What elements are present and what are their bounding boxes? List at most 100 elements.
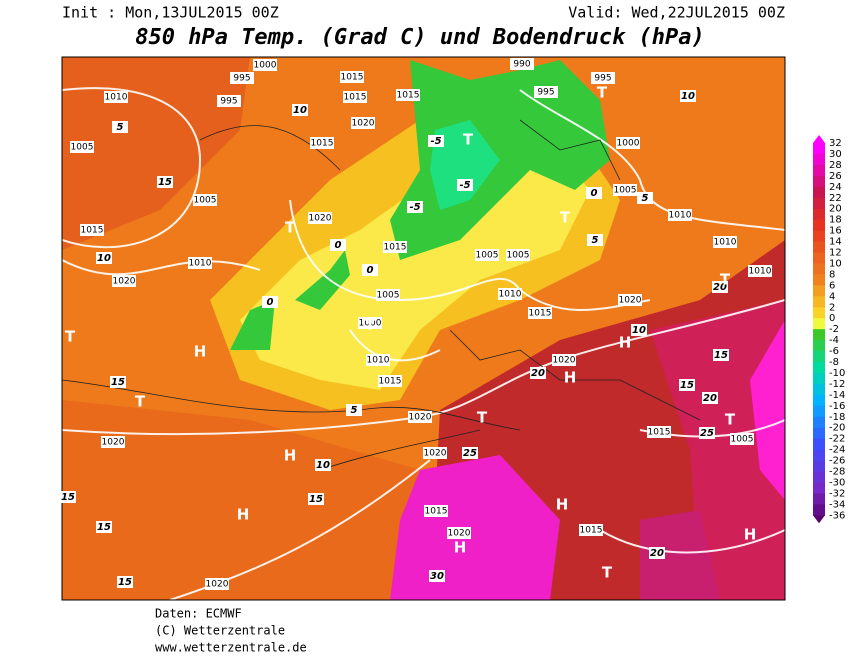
colorbar-label: -36	[829, 510, 845, 521]
colorbar-label: -4	[829, 335, 839, 346]
init-time: Init : Mon,13JUL2015 00Z	[62, 4, 279, 22]
colorbar-label: -16	[829, 401, 845, 412]
colorbar-label: 12	[829, 248, 842, 259]
colorbar-label: 2	[829, 302, 835, 313]
pressure-center: H	[556, 496, 569, 514]
colorbar-band	[813, 143, 825, 155]
temp-label: 20	[713, 282, 727, 293]
pressure-label-box	[613, 184, 637, 196]
colorbar-label: -10	[829, 368, 845, 379]
colorbar-label: -32	[829, 488, 845, 499]
pressure-label: 1015	[648, 428, 671, 438]
colorbar-band	[813, 427, 825, 440]
colorbar-label: -34	[829, 499, 845, 510]
pressure-label-box	[310, 137, 334, 149]
data-source: Daten: ECMWF	[155, 607, 242, 621]
temp-label-box	[530, 367, 546, 379]
temp-label: 30	[430, 571, 444, 582]
colorbar-band	[813, 372, 825, 385]
colorbar-label: 0	[829, 313, 835, 324]
pressure-label-box	[591, 72, 615, 84]
pressure-label: 1005	[731, 435, 754, 445]
temp-label: 25	[700, 428, 714, 439]
temp-label-box	[262, 296, 278, 308]
colorbar-label: -6	[829, 346, 839, 357]
temp-label: 5	[117, 122, 124, 133]
pressure-label: 1015	[397, 91, 420, 101]
pressure-label: 1010	[367, 356, 390, 366]
pressure-label: 1010	[189, 259, 212, 269]
pressure-label: 1015	[379, 377, 402, 387]
temp-label: 15	[680, 380, 694, 391]
colorbar-band	[813, 241, 825, 253]
temp-label-box	[157, 176, 173, 188]
colorbar-band	[813, 383, 825, 396]
temp-label-box	[428, 135, 444, 147]
colorbar-label: 30	[829, 149, 842, 160]
colorbar-band	[813, 318, 825, 330]
pressure-label: 1010	[499, 290, 522, 300]
temp-label: 15	[714, 350, 728, 361]
colorbar-band	[813, 296, 825, 308]
map-field	[62, 57, 785, 600]
pressure-label-box	[510, 58, 534, 70]
pressure-label: 1015	[580, 526, 603, 536]
pressure-label-box	[230, 72, 254, 84]
colorbar-label: -22	[829, 434, 845, 445]
pressure-label-box	[534, 86, 558, 98]
colorbar-band	[813, 471, 825, 483]
pressure-label-box	[217, 95, 241, 107]
pressure-label-box	[423, 447, 447, 459]
pressure-label-box	[408, 411, 432, 423]
colorbar-band	[813, 416, 825, 429]
colorbar-label: 16	[829, 226, 842, 237]
pressure-label-box	[424, 505, 448, 517]
pressure-label: 1000	[617, 139, 640, 149]
pressure-label-box	[447, 527, 471, 539]
temp-label: 20	[650, 548, 664, 559]
pressure-center: T	[463, 131, 474, 149]
temp-label-box	[712, 281, 728, 293]
pressure-label-box	[376, 289, 400, 301]
pressure-center: T	[597, 84, 608, 102]
colorbar-band	[813, 493, 825, 505]
valid-time: Valid: Wed,22JUL2015 00Z	[568, 4, 785, 22]
temp-label: 20	[531, 368, 545, 379]
colorbar-band	[813, 208, 825, 221]
pressure-label: 1010	[714, 238, 737, 248]
pressure-label: 1000	[254, 61, 277, 71]
pressure-label: 1020	[206, 580, 229, 590]
pressure-label-box	[668, 209, 692, 221]
map-title: 850 hPa Temp. (Grad C) und Bodendruck (h…	[135, 25, 705, 50]
pressure-label: 1005	[476, 251, 499, 261]
colorbar-label: 26	[829, 171, 842, 182]
colorbar-label: -12	[829, 379, 845, 390]
temp-label-box	[96, 252, 112, 264]
temp-label-box	[112, 121, 128, 133]
temp-label-box	[699, 427, 715, 439]
colorbar-label: 10	[829, 258, 842, 269]
pressure-label-box	[748, 265, 772, 277]
colorbar-cap	[813, 135, 825, 143]
colorbar-label: 24	[829, 182, 842, 193]
pressure-label: 1005	[71, 143, 94, 153]
temp-label-box	[679, 379, 695, 391]
temp-label-box	[346, 404, 362, 416]
colorbar-label: 8	[829, 269, 835, 280]
pressure-label: 1020	[352, 119, 375, 129]
pressure-label-box	[713, 236, 737, 248]
pressure-center: T	[602, 564, 613, 582]
pressure-label-box	[205, 578, 229, 590]
temp-label: 0	[591, 188, 598, 199]
temp-label: 15	[61, 492, 75, 503]
pressure-label-box	[308, 212, 332, 224]
temp-label-box	[631, 324, 647, 336]
pressure-label: 1005	[614, 186, 637, 196]
pressure-label: 1020	[619, 296, 642, 306]
temp-label-box	[586, 187, 602, 199]
pressure-center: H	[619, 334, 632, 352]
colorbar-label: 32	[829, 138, 842, 149]
temp-label-box	[649, 547, 665, 559]
pressure-center: T	[477, 409, 488, 427]
pressure-label: 1015	[529, 309, 552, 319]
